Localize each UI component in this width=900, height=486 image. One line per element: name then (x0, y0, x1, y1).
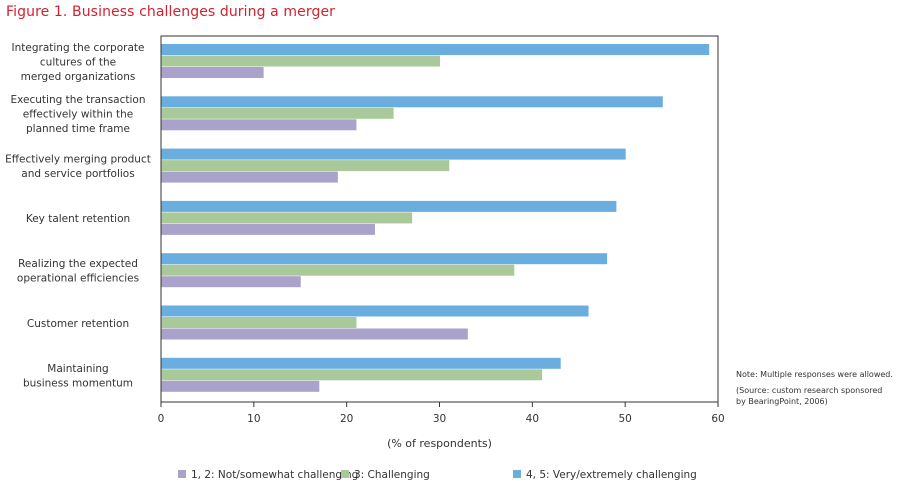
category-label: planned time frame (26, 123, 130, 135)
x-tick-label: 0 (158, 413, 165, 425)
bar-very-challenging (161, 96, 663, 108)
bar-not-challenging (161, 67, 264, 78)
category-label: merged organizations (21, 71, 136, 83)
legend-label: 4, 5: Very/extremely challenging (526, 469, 697, 481)
bar-challenging (161, 264, 515, 276)
category-label: operational efficiencies (17, 273, 139, 285)
bar-very-challenging (161, 148, 626, 160)
bar-not-challenging (161, 223, 376, 235)
bar-not-challenging (161, 276, 301, 288)
legend-label: 1, 2: Not/somewhat challenging (191, 469, 358, 481)
bar-challenging (161, 369, 543, 381)
category-label: business momentum (23, 377, 133, 389)
bar-very-challenging (161, 44, 710, 55)
category-label: Key talent retention (26, 213, 130, 225)
x-tick-label: 60 (711, 413, 724, 425)
x-tick-label: 20 (340, 413, 353, 425)
bar-very-challenging (161, 200, 617, 212)
bar-challenging (161, 55, 440, 67)
legend-swatch (178, 470, 186, 478)
x-tick-label: 50 (618, 413, 631, 425)
category-label: Maintaining (47, 363, 108, 375)
bar-not-challenging (161, 328, 468, 340)
category-label: cultures of the (40, 56, 116, 68)
bar-challenging (161, 212, 413, 224)
chart-title: Figure 1. Business challenges during a m… (6, 4, 336, 20)
x-tick-label: 10 (247, 413, 260, 425)
category-label: Effectively merging product (5, 154, 151, 166)
bar-very-challenging (161, 357, 561, 369)
x-axis-label: (% of respondents) (387, 437, 492, 450)
category-label: Integrating the corporate (12, 42, 145, 54)
bar-not-challenging (161, 119, 357, 131)
legend-swatch (341, 470, 349, 478)
bar-challenging (161, 317, 357, 328)
category-label: Realizing the expected (18, 258, 138, 270)
bar-very-challenging (161, 305, 589, 317)
category-label: Executing the transaction (11, 94, 146, 106)
x-tick-label: 30 (433, 413, 446, 425)
legend-label: 3: Challenging (354, 469, 430, 481)
legend-swatch (513, 470, 521, 478)
category-label: and service portfolios (21, 168, 134, 180)
source-text: by BearingPoint, 2006) (736, 397, 828, 406)
source-text: (Source: custom research sponsored (736, 386, 882, 395)
bar-not-challenging (161, 171, 338, 183)
note-text: Note: Multiple responses were allowed. (736, 370, 893, 379)
bar-very-challenging (161, 253, 608, 265)
bar-not-challenging (161, 380, 320, 392)
bar-challenging (161, 107, 394, 119)
category-label: effectively within the (23, 109, 134, 121)
category-label: Customer retention (27, 318, 129, 330)
bar-challenging (161, 160, 450, 172)
x-tick-label: 40 (526, 413, 539, 425)
